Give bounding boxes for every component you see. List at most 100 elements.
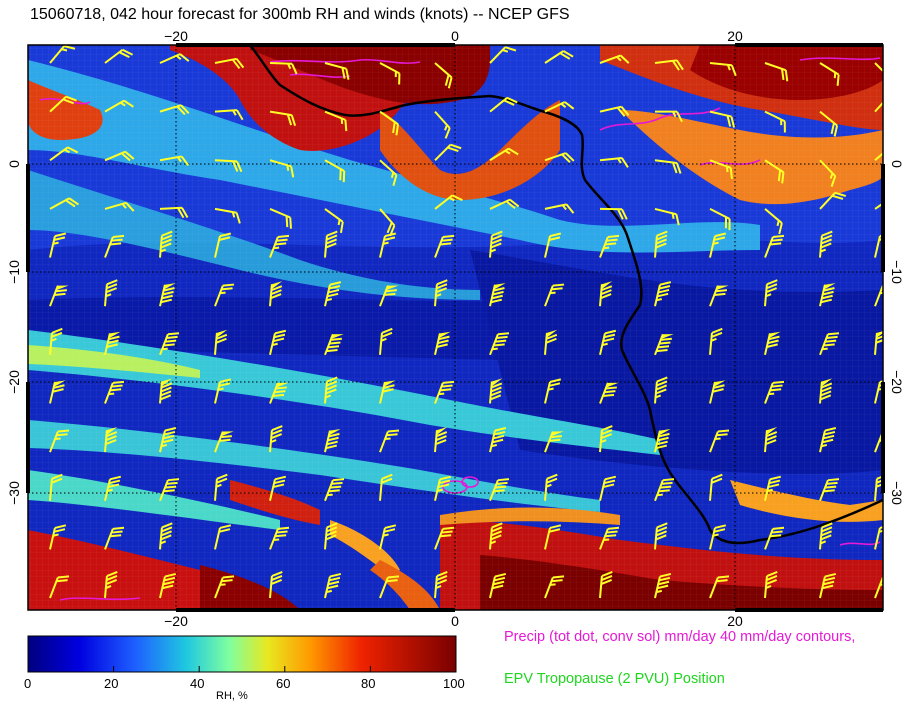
wind-barb-icon bbox=[159, 230, 173, 258]
wind-barb-icon bbox=[764, 475, 782, 501]
wind-barb-icon bbox=[269, 425, 283, 453]
wind-barb-icon bbox=[489, 96, 518, 113]
wind-barb-icon bbox=[49, 327, 63, 355]
wind-barb-icon bbox=[544, 203, 575, 214]
colorbar-tick-label: 40 bbox=[190, 676, 205, 691]
lat-lon-grid bbox=[28, 45, 883, 610]
wind-barb-icon bbox=[764, 526, 785, 550]
wind-barb-icon bbox=[599, 156, 629, 168]
wind-barb-icon bbox=[214, 575, 235, 599]
wind-barb-icon bbox=[819, 110, 839, 137]
wind-barb-icon bbox=[489, 198, 520, 210]
wind-barb-icon bbox=[709, 159, 733, 180]
wind-barb-icon bbox=[874, 195, 883, 210]
wind-barb-icon bbox=[654, 376, 668, 404]
wind-barb-icon bbox=[324, 522, 338, 550]
wind-barb-icon bbox=[104, 234, 125, 258]
wind-barb-icon bbox=[819, 427, 837, 453]
wind-barb-icon bbox=[709, 429, 730, 453]
wind-barb-icon bbox=[709, 473, 723, 501]
wind-barb-icon bbox=[599, 105, 630, 117]
wind-barb-icon bbox=[49, 575, 70, 599]
wind-barb-icon bbox=[489, 478, 510, 502]
wind-barb-icon bbox=[874, 144, 883, 162]
wind-barb-icon bbox=[214, 232, 232, 258]
wind-barb-icon bbox=[104, 48, 134, 64]
wind-barb-icon bbox=[654, 478, 675, 502]
wind-barb-icon bbox=[49, 197, 80, 210]
wind-barb-icon bbox=[489, 572, 507, 599]
wind-barb-icon bbox=[819, 378, 833, 404]
wind-barb-icon bbox=[324, 62, 350, 80]
wind-barb-icon bbox=[544, 101, 575, 113]
wind-barb-icon bbox=[544, 232, 562, 258]
wind-barb-icon bbox=[819, 230, 833, 258]
wind-barb-icon bbox=[49, 45, 76, 64]
wind-barb-icon bbox=[104, 150, 135, 162]
x-tick-label: 20 bbox=[727, 28, 743, 44]
wind-barb-icon bbox=[764, 571, 778, 599]
wind-barb-icon bbox=[489, 522, 503, 550]
wind-barb-icon bbox=[159, 206, 189, 219]
wind-barb-icon bbox=[764, 279, 778, 307]
x-tick-label: 0 bbox=[451, 28, 459, 44]
wind-barb-icon bbox=[159, 572, 177, 599]
wind-barb-icon bbox=[434, 110, 451, 139]
wind-barb-icon bbox=[434, 526, 455, 550]
wind-barb-icon bbox=[49, 429, 70, 453]
wind-barb-icon bbox=[379, 473, 393, 501]
wind-barb-icon bbox=[159, 478, 180, 502]
wind-barb-icon bbox=[434, 571, 448, 599]
wind-barb-icon bbox=[819, 332, 840, 356]
wind-barb-icon bbox=[654, 59, 684, 71]
wind-barb-icon bbox=[544, 378, 562, 404]
wind-barb-icon bbox=[709, 110, 736, 128]
wind-barb-icon bbox=[214, 57, 245, 70]
wind-barb-icon bbox=[324, 208, 344, 234]
wind-barb-icon bbox=[819, 62, 840, 86]
y-tick-label: −20 bbox=[889, 370, 905, 394]
wind-barb-icon bbox=[269, 475, 287, 501]
colorbar-tick-label: 80 bbox=[361, 676, 376, 691]
wind-barb-icon bbox=[819, 191, 847, 210]
wind-barb-icon bbox=[104, 526, 125, 550]
wind-barb-icon bbox=[654, 522, 668, 550]
wind-barb-icon bbox=[874, 283, 883, 307]
wind-barb-icon bbox=[544, 152, 575, 163]
wind-barb-icon bbox=[434, 143, 462, 161]
precip-legend: Precip (tot dot, conv sol) mm/day 40 mm/… bbox=[504, 629, 856, 645]
wind-barb-icon bbox=[819, 572, 837, 599]
wind-barb-icon bbox=[104, 475, 122, 501]
wind-barb-icon bbox=[324, 110, 348, 132]
wind-barb-icon bbox=[709, 327, 723, 355]
wind-barb-icon bbox=[544, 473, 558, 501]
wind-barb-icon bbox=[159, 53, 190, 64]
wind-barb-icon bbox=[104, 279, 118, 307]
wind-barb-icon bbox=[214, 378, 232, 404]
wind-barb-icon bbox=[269, 526, 290, 550]
wind-barb-icon bbox=[269, 234, 290, 258]
wind-barb-icon bbox=[709, 524, 727, 550]
wind-barb-icon bbox=[599, 329, 617, 356]
wind-barb-icon bbox=[489, 147, 519, 162]
x-tick-label: 20 bbox=[727, 613, 743, 629]
y-tick-label: −10 bbox=[889, 260, 905, 284]
wind-barb-icon bbox=[599, 425, 613, 453]
colorbar bbox=[27, 635, 457, 673]
wind-barb-icon bbox=[489, 427, 507, 453]
wind-barb-icon bbox=[214, 207, 241, 224]
wind-barb-icon bbox=[104, 571, 118, 599]
wind-barb-icon bbox=[654, 207, 680, 226]
colorbar-tick-label: 0 bbox=[24, 676, 32, 691]
wind-barb-icon bbox=[49, 524, 67, 550]
y-tick-label: −10 bbox=[6, 260, 22, 284]
y-tick-labels-left: 0 −10 −20 −30 bbox=[6, 160, 22, 505]
colorbar-tick-label: 60 bbox=[276, 676, 291, 691]
wind-barb-icon bbox=[544, 524, 562, 550]
map-title: 15060718, 042 hour forecast for 300mb RH… bbox=[30, 6, 570, 23]
wind-barb-icon bbox=[269, 571, 283, 599]
wind-barb-icon bbox=[599, 234, 620, 258]
wind-barb-icon bbox=[269, 207, 292, 229]
wind-barb-icon bbox=[599, 54, 630, 64]
wind-barb-icon bbox=[654, 572, 672, 599]
